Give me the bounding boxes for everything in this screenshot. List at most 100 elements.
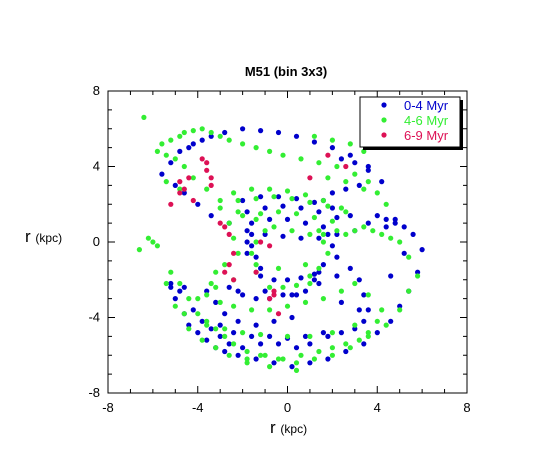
point-0-4-myr	[388, 273, 394, 279]
point-4-6-myr	[190, 128, 196, 134]
point-4-6-myr	[320, 239, 326, 245]
point-4-6-myr	[271, 194, 277, 200]
point-6-9-myr	[231, 250, 237, 256]
point-6-9-myr	[271, 292, 277, 298]
point-0-4-myr	[244, 239, 250, 245]
point-0-4-myr	[280, 203, 286, 209]
point-4-6-myr	[163, 152, 169, 158]
point-0-4-myr	[195, 330, 201, 336]
point-0-4-myr	[181, 284, 187, 290]
point-0-4-myr	[401, 224, 407, 230]
point-4-6-myr	[361, 224, 367, 230]
point-4-6-myr	[307, 273, 313, 279]
point-4-6-myr	[325, 203, 331, 209]
legend-marker-4-6-myr	[381, 117, 387, 123]
point-4-6-myr	[280, 356, 286, 362]
point-4-6-myr	[222, 262, 228, 268]
point-4-6-myr	[141, 114, 147, 120]
point-4-6-myr	[388, 235, 394, 241]
point-4-6-myr	[365, 333, 371, 339]
point-4-6-myr	[397, 239, 403, 245]
point-4-6-myr	[145, 235, 151, 241]
point-0-4-myr	[293, 196, 300, 202]
point-0-4-myr	[271, 360, 277, 366]
point-0-4-myr	[352, 326, 358, 332]
point-0-4-myr	[325, 333, 331, 339]
point-6-9-myr	[208, 175, 214, 181]
point-0-4-myr	[240, 126, 246, 132]
data-points	[136, 114, 425, 373]
point-0-4-myr	[222, 311, 228, 317]
point-4-6-myr	[172, 156, 178, 162]
legend: 0-4 Myr 4-6 Myr 6-9 Myr	[359, 96, 463, 150]
point-4-6-myr	[338, 288, 344, 294]
point-6-9-myr	[222, 269, 228, 275]
point-4-6-myr	[163, 280, 169, 287]
point-4-6-myr	[311, 356, 317, 362]
point-4-6-myr	[352, 280, 358, 287]
point-6-9-myr	[226, 231, 232, 237]
point-4-6-myr	[208, 129, 214, 136]
point-4-6-myr	[253, 216, 259, 222]
point-0-4-myr	[347, 152, 353, 158]
point-4-6-myr	[343, 231, 349, 237]
point-0-4-myr	[293, 292, 300, 298]
point-0-4-myr	[311, 271, 317, 277]
point-4-6-myr	[406, 254, 412, 260]
y-axis-unit: (kpc)	[35, 231, 62, 245]
point-4-6-myr	[177, 280, 183, 287]
point-0-4-myr	[307, 360, 313, 366]
point-0-4-myr	[177, 288, 183, 294]
point-0-4-myr	[325, 231, 331, 237]
point-0-4-myr	[199, 137, 205, 143]
point-0-4-myr	[253, 254, 259, 260]
legend-box	[359, 96, 461, 148]
point-4-6-myr	[370, 228, 376, 234]
point-4-6-myr	[150, 239, 156, 245]
point-4-6-myr	[240, 330, 246, 336]
point-4-6-myr	[217, 197, 223, 204]
point-6-9-myr	[307, 175, 313, 181]
point-4-6-myr	[177, 186, 183, 192]
point-4-6-myr	[204, 292, 210, 298]
point-4-6-myr	[267, 284, 273, 290]
point-4-6-myr	[352, 322, 358, 328]
point-0-4-myr	[289, 314, 295, 321]
point-4-6-myr	[338, 205, 344, 211]
point-0-4-myr	[271, 277, 277, 283]
point-4-6-myr	[262, 228, 268, 234]
point-0-4-myr	[289, 292, 295, 298]
point-0-4-myr	[329, 190, 335, 196]
point-4-6-myr	[231, 190, 237, 196]
point-0-4-myr	[172, 182, 178, 188]
point-0-4-myr	[240, 345, 246, 351]
y-tick-label: -8	[88, 385, 100, 400]
legend-label-6-9-myr: 6-9 Myr	[404, 128, 449, 143]
point-0-4-myr	[168, 280, 174, 287]
point-0-4-myr	[204, 288, 210, 294]
point-4-6-myr	[154, 148, 160, 154]
point-4-6-myr	[307, 199, 313, 205]
point-4-6-myr	[204, 322, 210, 328]
point-4-6-myr	[231, 235, 237, 241]
point-0-4-myr	[235, 352, 241, 358]
point-4-6-myr	[343, 179, 349, 185]
point-4-6-myr	[217, 133, 223, 139]
point-0-4-myr	[352, 160, 358, 166]
x-tick-label: -4	[192, 400, 204, 415]
point-4-6-myr	[356, 337, 362, 343]
point-0-4-myr	[213, 299, 219, 305]
point-4-6-myr	[181, 129, 187, 136]
x-tick-label: -8	[102, 400, 114, 415]
point-4-6-myr	[361, 148, 367, 154]
point-0-4-myr	[258, 194, 264, 200]
point-0-4-myr	[199, 318, 205, 324]
point-0-4-myr	[249, 220, 255, 226]
point-4-6-myr	[258, 331, 264, 338]
point-4-6-myr	[231, 303, 237, 309]
point-4-6-myr	[253, 239, 259, 245]
point-4-6-myr	[258, 352, 264, 358]
point-4-6-myr	[217, 299, 223, 305]
x-axis-symbol: r	[270, 418, 276, 437]
